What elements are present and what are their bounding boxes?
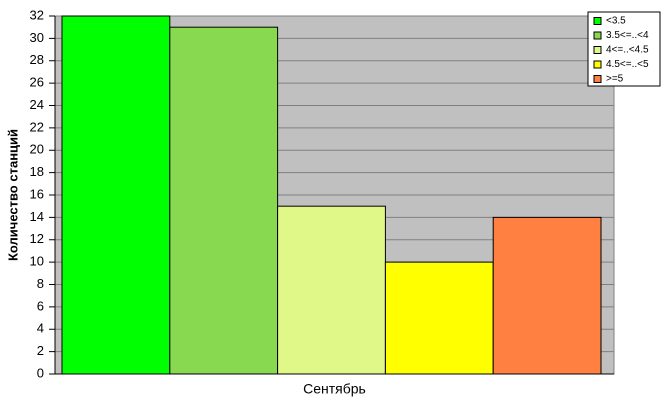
x-tick-label: Сентябрь: [303, 381, 366, 397]
y-tick-label: 4: [37, 321, 44, 336]
bar: [384, 261, 494, 375]
y-tick-label: 16: [30, 186, 44, 201]
legend-swatch: [593, 60, 602, 69]
y-tick-label: 22: [30, 119, 44, 134]
y-tick-label: 26: [30, 75, 44, 90]
y-tick-label: 2: [37, 343, 44, 358]
y-tick-label: 28: [30, 52, 44, 67]
y-tick-label: 18: [30, 164, 44, 179]
y-tick-label: 6: [37, 298, 44, 313]
y-tick-label: 30: [30, 30, 44, 45]
y-tick-label: 12: [30, 231, 44, 246]
legend-label: 3.5<=..<4: [606, 30, 649, 41]
y-tick-label: 24: [30, 97, 44, 112]
legend-swatch: [593, 31, 602, 40]
y-tick-label: 20: [30, 142, 44, 157]
bar: [277, 205, 386, 375]
bar: [492, 216, 602, 375]
y-tick-label: 14: [30, 209, 44, 224]
y-tick-label: 0: [37, 365, 44, 380]
legend-label: <3.5: [606, 16, 626, 27]
legend-swatch: [593, 75, 602, 83]
legend-label: 4<=..<4.5: [606, 45, 649, 56]
bar: [169, 26, 279, 375]
y-tick-label: 32: [30, 7, 44, 22]
legend-swatch: [593, 17, 602, 25]
y-axis-label: Количество станций: [5, 129, 20, 261]
y-tick-label: 10: [30, 254, 44, 269]
y-tick-label: 8: [37, 276, 44, 291]
legend-swatch: [593, 46, 602, 54]
legend-label: >=5: [606, 74, 624, 85]
legend: <3.5 3.5<=..<4 4<=..<4.5 4.5<=..<5 >=5: [587, 11, 661, 87]
legend-label: 4.5<=..<5: [606, 59, 649, 70]
bar: [61, 15, 171, 375]
